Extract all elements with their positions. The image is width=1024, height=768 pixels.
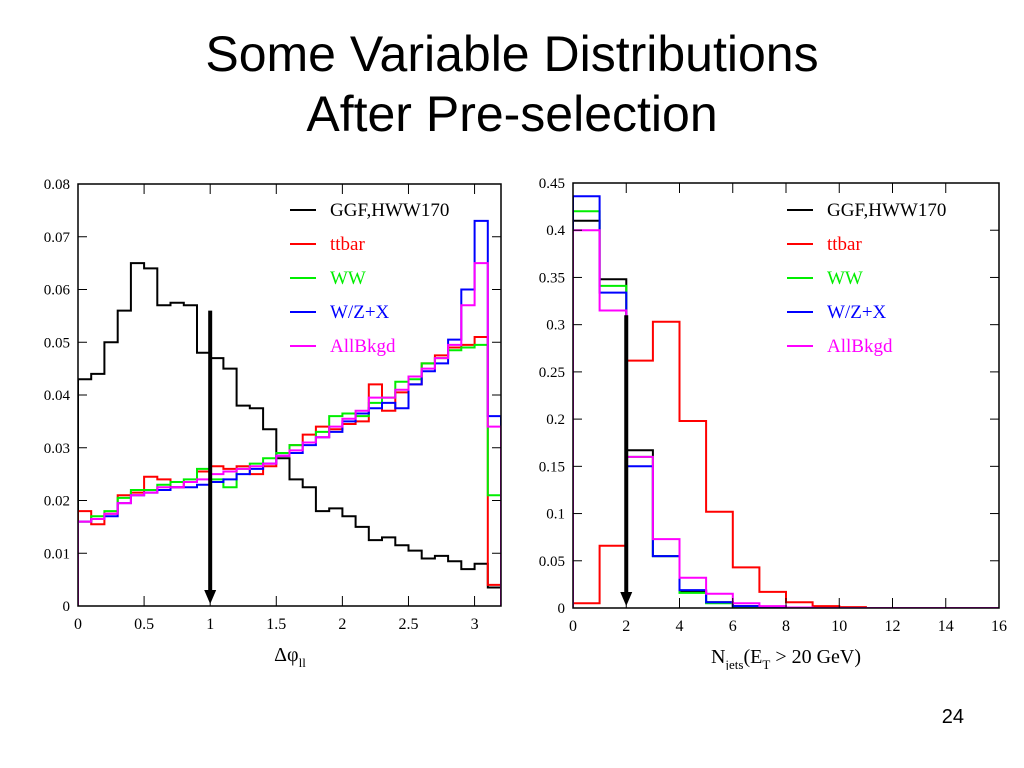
x-tick-label: 1	[206, 616, 214, 633]
legend-label: ttbar	[827, 234, 862, 255]
series-line-allbkgd	[78, 262, 501, 606]
legend-label: AllBkgd	[827, 336, 893, 357]
x-tick-label: 1.5	[266, 616, 286, 633]
y-tick-label: 0.06	[44, 283, 71, 299]
y-tick-label: 0.35	[539, 270, 565, 286]
series-line-ww	[573, 210, 999, 608]
x-tick-label: 0.5	[134, 616, 154, 633]
x-axis-label: Njets(ET > 20 GeV)	[711, 646, 861, 670]
legend-label: GGF,HWW170	[330, 200, 449, 221]
njets-chart: 0 0.05 0.1 0.15 0.2 0.25 0.3 0.35 0.4 0.45 0 2 4 6 8 10…	[512, 170, 1012, 670]
x-tick-label: 4	[676, 618, 684, 635]
y-tick-label: 0.1	[546, 507, 565, 523]
series-line-w-z-x	[573, 195, 999, 608]
cut-arrow-head	[204, 590, 217, 604]
x-axis-label-end: > 20 GeV)	[770, 646, 861, 668]
y-tick-label: 0.01	[44, 546, 70, 562]
y-tick-label: 0.15	[539, 459, 565, 475]
y-tick-label: 0.3	[546, 318, 565, 334]
plot-frame	[572, 182, 1000, 609]
x-axis-label-main: N	[711, 646, 725, 668]
x-axis-label-sub: ll	[299, 655, 307, 670]
x-tick-label: 0	[569, 618, 577, 635]
y-tick-label: 0.08	[44, 177, 70, 193]
y-tick-label: 0.45	[539, 176, 565, 192]
x-tick-label: 10	[831, 618, 847, 635]
series-line-allbkgd	[573, 229, 999, 608]
x-tick-label: 16	[991, 618, 1007, 635]
x-axis-label-sub2: T	[762, 657, 770, 670]
y-tick-label: 0.02	[44, 494, 70, 510]
legend-label: AllBkgd	[330, 336, 396, 357]
x-tick-label: 14	[938, 618, 954, 635]
series-line-ggf-hww170	[573, 219, 999, 608]
legend-label: WW	[827, 268, 863, 289]
y-tick-label: 0.05	[539, 554, 565, 570]
x-tick-label: 6	[729, 618, 737, 635]
x-axis-label-main: Δφ	[274, 644, 298, 666]
cut-arrow-head	[620, 592, 633, 606]
y-tick-label: 0.05	[44, 335, 70, 351]
series-group	[78, 219, 501, 606]
y-tick-label: 0.03	[44, 441, 70, 457]
legend-label: WW	[330, 268, 366, 289]
x-tick-label: 12	[885, 618, 901, 635]
slide-title: Some Variable Distributions After Pre-se…	[0, 24, 1024, 144]
series-line-w-z-x	[78, 219, 501, 606]
legend-label: W/Z+X	[330, 302, 390, 323]
x-axis-label-rest: (E	[743, 646, 762, 668]
legend-label: W/Z+X	[827, 302, 887, 323]
delta-phi-chart: 0 0.01 0.02 0.03 0.04 0.05 0.06 0.07 0.08 0 0.5 1 1.…	[20, 170, 512, 670]
x-axis-label: Δφll	[274, 644, 306, 670]
page-number: 24	[941, 706, 964, 728]
x-axis-label-sub: jets	[724, 657, 743, 670]
x-tick-label: 2	[622, 618, 630, 635]
njets-chart-svg: 0 0.05 0.1 0.15 0.2 0.25 0.3 0.35 0.4 0.45 0 2 4 6 8 10…	[539, 176, 1007, 670]
x-tick-label: 3	[471, 616, 479, 633]
x-tick-label: 2.5	[398, 616, 418, 633]
x-tick-label: 0	[74, 616, 82, 633]
y-tick-label: 0.25	[539, 365, 565, 381]
series-line-ggf-hww170	[78, 262, 501, 606]
y-tick-label: 0.4	[546, 223, 565, 239]
y-tick-label: 0.2	[546, 412, 565, 428]
y-tick-label: 0.07	[44, 230, 71, 246]
y-tick-label: 0.04	[44, 388, 71, 404]
plot-frame	[77, 183, 502, 607]
x-tick-label: 2	[338, 616, 346, 633]
delta-phi-chart-svg: 0 0.01 0.02 0.03 0.04 0.05 0.06 0.07 0.08 0 0.5 1 1.…	[44, 177, 502, 670]
x-tick-label: 8	[782, 618, 790, 635]
y-tick-label: 0	[63, 599, 71, 615]
slide-title-line-1: Some Variable Distributions	[205, 26, 819, 82]
legend-label: ttbar	[330, 234, 365, 255]
y-tick-label: 0	[558, 601, 566, 617]
series-group	[573, 195, 999, 608]
slide-title-line-2: After Pre-selection	[306, 86, 718, 142]
series-line-ttbar	[573, 320, 999, 608]
legend-label: GGF,HWW170	[827, 200, 946, 221]
